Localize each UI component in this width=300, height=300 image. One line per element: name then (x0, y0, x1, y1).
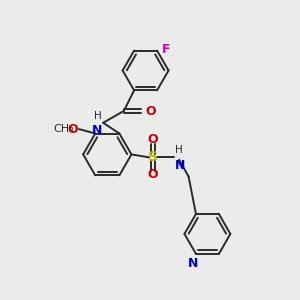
Text: N: N (188, 257, 198, 270)
Text: O: O (67, 123, 78, 136)
Text: H: H (94, 111, 102, 121)
Text: N: N (92, 124, 103, 137)
Text: H: H (175, 145, 183, 155)
Text: S: S (148, 150, 158, 164)
Text: O: O (147, 168, 158, 181)
Text: N: N (174, 159, 185, 172)
Text: O: O (147, 134, 158, 146)
Text: O: O (146, 104, 156, 118)
Text: CH₃: CH₃ (53, 124, 74, 134)
Text: F: F (161, 43, 170, 56)
